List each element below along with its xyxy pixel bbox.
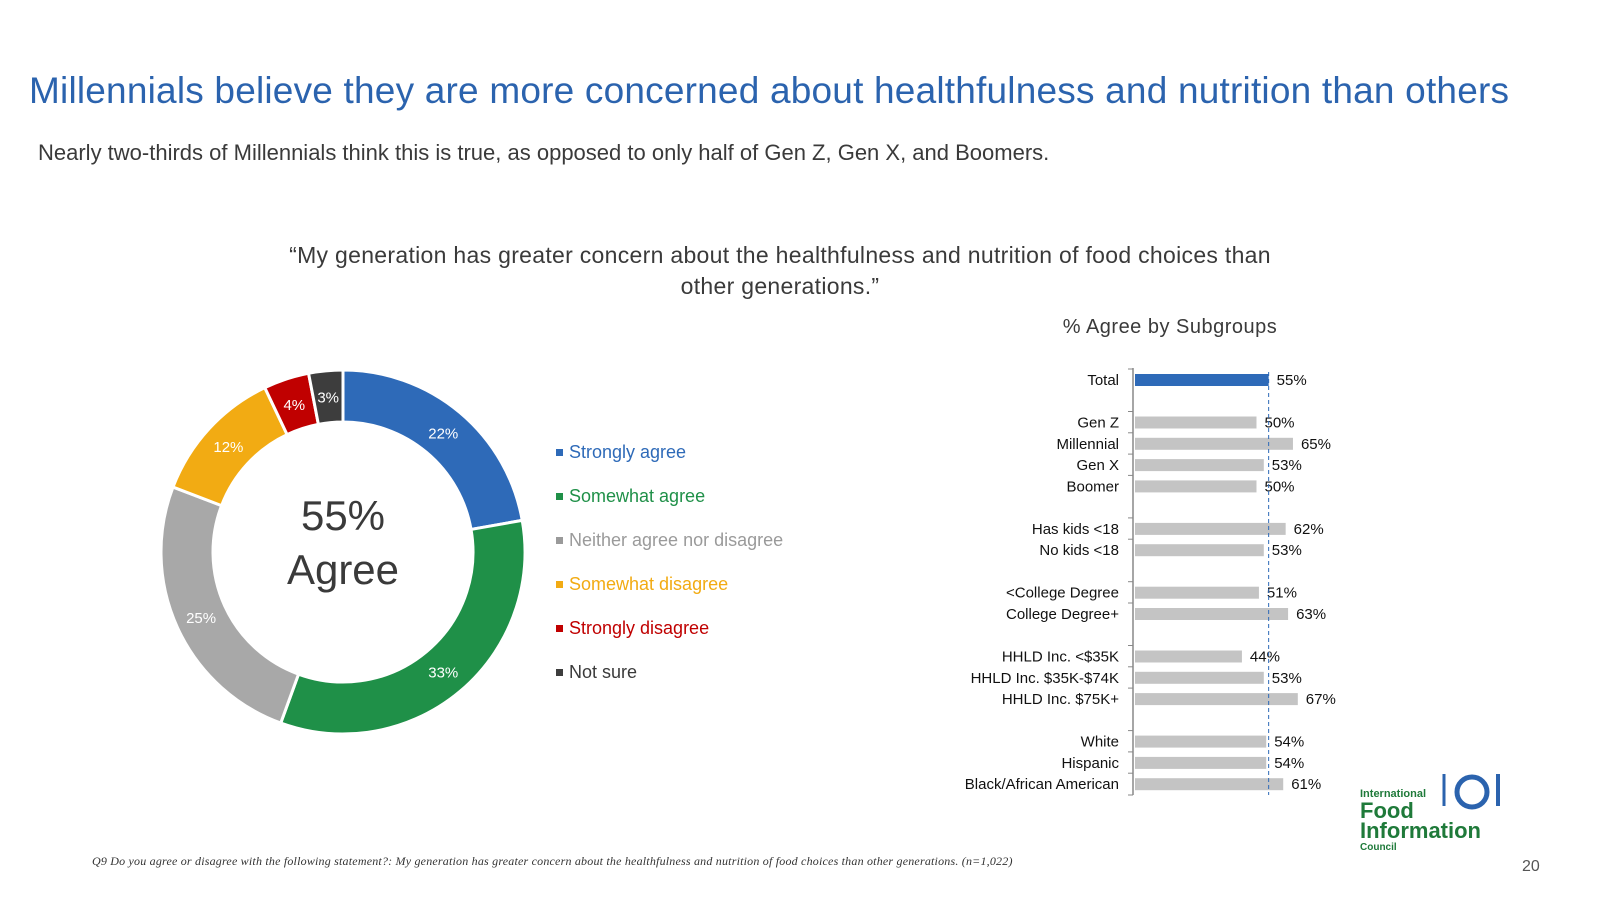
bar-value-label: 63% bbox=[1296, 606, 1326, 623]
bar-value-label: 54% bbox=[1274, 734, 1304, 751]
bar-category-label: No kids <18 bbox=[1039, 542, 1119, 559]
donut-slice-label: 33% bbox=[428, 665, 458, 682]
bar-category-label: <College Degree bbox=[1006, 585, 1119, 602]
bar-gen-x bbox=[1135, 459, 1264, 472]
donut-center-label: Agree bbox=[287, 546, 399, 593]
bar-value-label: 54% bbox=[1274, 755, 1304, 772]
bar-category-label: HHLD Inc. <$35K bbox=[1002, 649, 1119, 666]
donut-slice-neither-agree-nor-disagree bbox=[159, 485, 301, 725]
page-number: 20 bbox=[1522, 858, 1540, 875]
bar-value-label: 50% bbox=[1265, 478, 1295, 495]
donut-slice-label: 4% bbox=[283, 397, 305, 414]
logo-line-4: Council bbox=[1360, 842, 1397, 853]
bar-category-label: White bbox=[1081, 734, 1119, 751]
bar-value-label: 55% bbox=[1277, 372, 1307, 389]
bar-category-label: Black/African American bbox=[965, 776, 1119, 793]
chart-quote: “My generation has greater concern about… bbox=[289, 242, 1271, 299]
legend-swatch bbox=[556, 580, 563, 588]
legend-swatch bbox=[556, 668, 563, 676]
bar-value-label: 51% bbox=[1267, 585, 1297, 602]
bar-hispanic bbox=[1135, 756, 1267, 769]
bar-category-label: HHLD Inc. $35K-$74K bbox=[971, 670, 1119, 687]
legend-label: Strongly agree bbox=[569, 441, 687, 462]
legend-item: Neither agree nor disagree bbox=[556, 518, 783, 562]
bar-category-label: Has kids <18 bbox=[1032, 521, 1119, 538]
bar-category-label: Hispanic bbox=[1061, 755, 1119, 772]
legend-item: Somewhat agree bbox=[556, 474, 783, 518]
donut-slice-label: 25% bbox=[186, 610, 216, 627]
bar-chart-title: % Agree by Subgroups bbox=[1062, 316, 1278, 338]
bar-gen-z bbox=[1135, 416, 1257, 429]
bar-category-label: College Degree+ bbox=[1006, 606, 1119, 623]
legend-swatch bbox=[556, 624, 563, 632]
donut-slice-label: 12% bbox=[213, 439, 243, 456]
bar--college-degree bbox=[1135, 586, 1259, 599]
legend-item: Strongly agree bbox=[556, 430, 783, 474]
bar-category-label: Gen X bbox=[1076, 457, 1119, 474]
bar-value-label: 53% bbox=[1272, 542, 1302, 559]
bar-value-label: 65% bbox=[1301, 436, 1331, 453]
legend-label: Somewhat agree bbox=[569, 485, 706, 506]
bar-value-label: 53% bbox=[1272, 457, 1302, 474]
donut-slice-label: 22% bbox=[428, 425, 458, 442]
bar-white bbox=[1135, 735, 1267, 748]
bar-category-label: HHLD Inc. $75K+ bbox=[1002, 691, 1119, 708]
logo-line-2: Food bbox=[1360, 798, 1414, 823]
legend-label: Somewhat disagree bbox=[569, 573, 729, 594]
bar-hhld-inc-75k- bbox=[1135, 693, 1298, 706]
bar-millennial bbox=[1135, 437, 1293, 450]
logo-line-3: Information bbox=[1360, 818, 1481, 843]
bar-category-label: Total bbox=[1087, 372, 1119, 389]
bar-value-label: 67% bbox=[1306, 691, 1336, 708]
bar-value-label: 50% bbox=[1265, 415, 1295, 432]
bar-value-label: 62% bbox=[1294, 521, 1324, 538]
page-title: Millennials believe they are more concer… bbox=[29, 70, 1510, 111]
bar-category-label: Gen Z bbox=[1077, 415, 1119, 432]
page-subtitle: Nearly two-thirds of Millennials think t… bbox=[38, 140, 1050, 165]
bar-value-label: 61% bbox=[1291, 776, 1321, 793]
legend-swatch bbox=[556, 448, 563, 456]
bar-has-kids-18 bbox=[1135, 522, 1286, 535]
bar-category-label: Millennial bbox=[1056, 436, 1119, 453]
bar-total bbox=[1135, 374, 1269, 386]
logo-line-1: International bbox=[1360, 788, 1427, 800]
footnote: Q9 Do you agree or disagree with the fol… bbox=[92, 854, 1013, 868]
donut-center-value: 55% bbox=[301, 492, 385, 539]
legend-item: Not sure bbox=[556, 650, 783, 694]
bar-value-label: 44% bbox=[1250, 649, 1280, 666]
ific-logo: International Food Information Council bbox=[1360, 770, 1530, 860]
legend-item: Somewhat disagree bbox=[556, 562, 783, 606]
bar-boomer bbox=[1135, 480, 1257, 493]
legend-swatch bbox=[556, 536, 563, 544]
donut-slice-not-sure bbox=[306, 368, 345, 427]
legend-item: Strongly disagree bbox=[556, 606, 783, 650]
donut-slice-label: 3% bbox=[317, 390, 339, 407]
donut-slice-somewhat-agree bbox=[278, 518, 527, 736]
bar-no-kids-18 bbox=[1135, 544, 1264, 557]
plate-fork-knife-icon bbox=[1442, 774, 1500, 810]
bar-hhld-inc-35k bbox=[1135, 650, 1242, 663]
bar-value-label: 53% bbox=[1272, 670, 1302, 687]
legend-label: Not sure bbox=[569, 661, 638, 682]
legend-label: Strongly disagree bbox=[569, 617, 710, 638]
bar-black-african-american bbox=[1135, 778, 1284, 791]
bar-college-degree- bbox=[1135, 608, 1289, 620]
legend-swatch bbox=[556, 492, 563, 500]
legend-label: Neither agree nor disagree bbox=[569, 529, 784, 550]
bar-category-label: Boomer bbox=[1066, 478, 1119, 495]
donut-legend: Strongly agree Somewhat agree Neither agre… bbox=[556, 430, 783, 694]
bar-hhld-inc-35k-74k bbox=[1135, 671, 1264, 684]
